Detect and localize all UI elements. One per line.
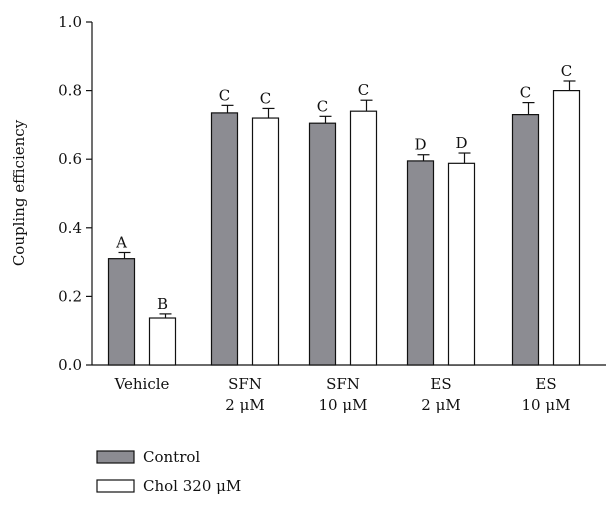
x-category-label-unit: 10 μM	[522, 396, 571, 414]
significance-letter: C	[219, 86, 230, 104]
bars: A C C D C B C C D C	[107, 62, 581, 366]
bar-chol-1	[251, 117, 280, 366]
bar-control-3	[406, 160, 435, 366]
legend: Control Chol 320 μM	[96, 448, 241, 495]
significance-letter: C	[317, 97, 328, 115]
bar-chol-0	[148, 317, 177, 366]
legend-label: Chol 320 μM	[143, 477, 241, 495]
x-category-labels: Vehicle SFN 2 μM SFN 10 μM ES 2 μM ES 10 μM	[114, 375, 571, 414]
significance-letter: D	[414, 136, 426, 154]
bar-chol-4	[552, 89, 581, 366]
x-category-label: Vehicle	[114, 375, 170, 393]
legend-swatch	[96, 479, 135, 493]
significance-letter: B	[157, 295, 168, 313]
bar-chol-2	[349, 110, 378, 366]
bar-control-2	[308, 122, 337, 366]
y-tick-label: 0.0	[58, 356, 82, 374]
significance-letter: C	[260, 89, 271, 107]
y-tick-label: 0.6	[58, 150, 82, 168]
legend-swatch	[96, 450, 135, 464]
y-tick-label: 0.2	[58, 287, 82, 305]
x-category-label-unit: 2 μM	[421, 396, 460, 414]
significance-letter: A	[115, 233, 127, 251]
significance-letter: C	[358, 81, 369, 99]
bar-control-4	[511, 114, 540, 366]
legend-label: Control	[143, 448, 200, 466]
y-tick-label: 0.8	[58, 82, 82, 100]
y-axis: 0.0 0.2 0.4 0.6 0.8 1.0	[58, 13, 93, 374]
y-axis-title: Coupling efficiency	[10, 119, 28, 266]
x-category-label: SFN	[228, 375, 262, 393]
x-category-label: ES	[430, 375, 451, 393]
significance-letter: C	[561, 62, 572, 80]
significance-letter: D	[455, 134, 467, 152]
x-category-label: ES	[535, 375, 556, 393]
y-tick-label: 0.4	[58, 219, 82, 237]
bar-chol-3	[447, 162, 476, 366]
y-tick-label: 1.0	[58, 13, 82, 31]
x-category-label-unit: 10 μM	[319, 396, 368, 414]
x-category-label: SFN	[326, 375, 360, 393]
x-category-label-unit: 2 μM	[225, 396, 264, 414]
bar-control-1	[210, 112, 239, 366]
significance-letter: C	[520, 84, 531, 102]
bar-control-0	[107, 258, 136, 366]
